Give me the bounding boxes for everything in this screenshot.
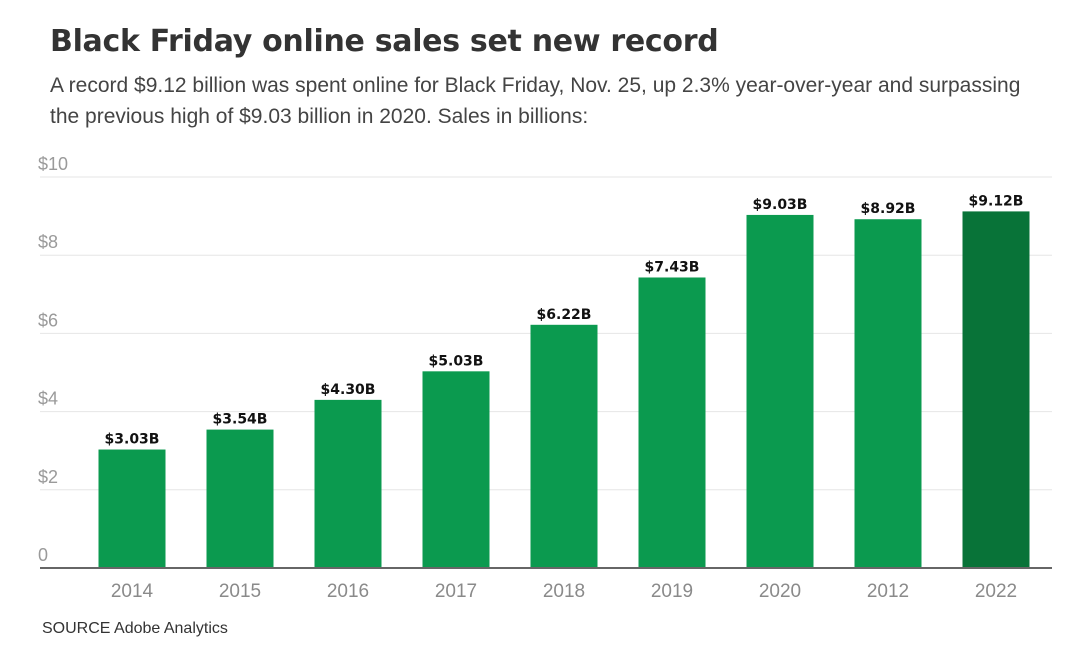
x-tick-label: 2016 [327,581,369,602]
bar [98,449,166,568]
x-tick-label: 2017 [435,581,477,602]
data-label: $4.30B [321,382,376,398]
y-tick-label: $8 [38,232,58,252]
x-tick-label: 2022 [975,581,1017,602]
data-label: $9.03B [753,197,808,213]
bar [206,429,274,568]
bar [746,214,814,568]
x-tick-label: 2019 [651,581,693,602]
data-label: $3.54B [213,412,268,428]
bar [962,211,1030,568]
data-label: $7.43B [645,259,700,275]
bar [314,399,382,568]
x-tick-label: 2012 [867,581,909,602]
x-tick-label: 2014 [111,581,154,602]
chart-title: Black Friday online sales set new record [50,24,719,59]
bar [530,324,598,568]
y-tick-label: $10 [38,154,68,174]
y-tick-label: $4 [38,389,58,409]
x-tick-label: 2020 [759,581,801,602]
x-tick-label: 2015 [219,581,261,602]
chart-subtitle: A record $9.12 billion was spent online … [50,74,1021,128]
bar [422,371,490,568]
y-tick-label: 0 [38,545,48,565]
x-tick-label: 2018 [543,581,585,602]
data-label: $8.92B [861,201,916,217]
data-label: $5.03B [429,353,484,369]
data-label: $9.12B [969,193,1024,209]
source-note: SOURCE Adobe Analytics [42,620,228,637]
y-tick-label: $2 [38,467,58,487]
bar [854,219,922,568]
data-label: $3.03B [105,432,160,448]
bar [638,277,706,568]
y-tick-label: $6 [38,310,58,330]
data-label: $6.22B [537,307,592,323]
